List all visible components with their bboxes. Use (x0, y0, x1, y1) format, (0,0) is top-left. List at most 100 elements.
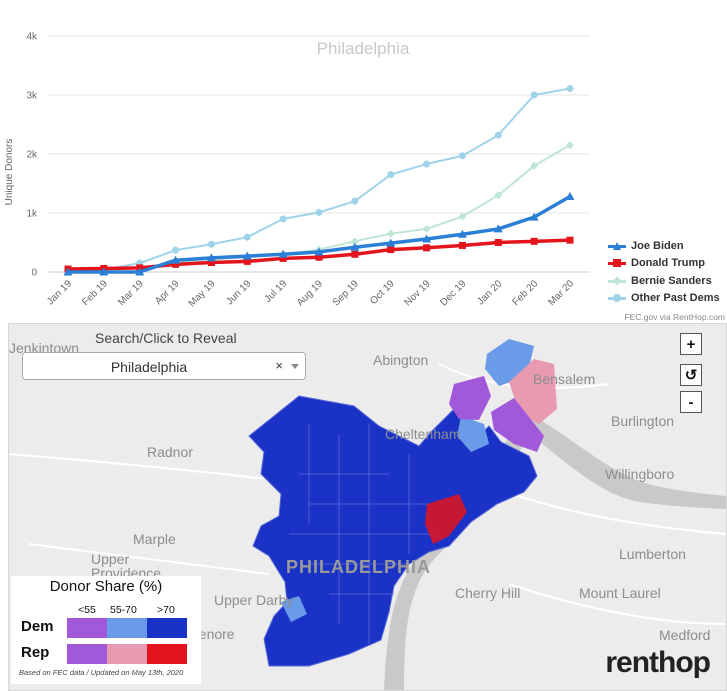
data-point (387, 171, 395, 179)
place-label: Radnor (147, 444, 193, 460)
key-col-label: <55 (78, 604, 96, 616)
x-tick-label: May 19 (187, 278, 218, 309)
tract-purple[interactable] (449, 376, 491, 420)
data-point (243, 233, 251, 241)
swatch-dem-low (67, 618, 107, 638)
place-label: Willingboro (605, 466, 675, 482)
data-point (529, 212, 539, 221)
donor-map[interactable]: Jenkintown Abington Bensalem Burlington … (8, 323, 727, 691)
data-point (350, 242, 360, 251)
x-tick-label: Jul 19 (263, 278, 290, 305)
place-label: Lenore (191, 626, 235, 642)
data-point (243, 257, 251, 265)
legend-marker (613, 294, 621, 303)
legend-item[interactable]: Bernie Sanders (608, 272, 720, 290)
x-tick-label: Aug 19 (295, 278, 325, 308)
y-tick-label: 4k (26, 32, 38, 43)
data-point (422, 224, 431, 233)
place-label: Bensalem (533, 371, 596, 387)
data-point (99, 267, 109, 276)
data-point (457, 229, 467, 238)
data-point (63, 267, 73, 276)
city-search-select[interactable]: Philadelphia × (22, 352, 306, 380)
key-col-label: >70 (157, 604, 175, 616)
legend-item[interactable]: Joe Biden (608, 237, 720, 255)
zoom-out-button[interactable]: - (680, 391, 702, 413)
key-col-label: 55-70 (110, 604, 137, 616)
y-tick-label: 3k (26, 91, 38, 102)
zoom-in-button[interactable]: + (680, 333, 702, 355)
map-layer[interactable] (9, 324, 726, 690)
data-point (530, 91, 538, 99)
tract-light-blue[interactable] (457, 416, 489, 452)
data-point (458, 241, 466, 249)
legend-item[interactable]: Other Past Dems (608, 290, 720, 308)
legend-label: Other Past Dems (631, 292, 720, 305)
place-label: Burlington (611, 413, 675, 429)
tract-purple[interactable] (491, 398, 544, 452)
chart-legend: Joe Biden Donald Trump Bernie Sanders Other… (608, 237, 720, 307)
place-label: Lumberton (619, 546, 686, 562)
legend-label: Donald Trump (631, 257, 705, 270)
renthop-logo: renthop (605, 646, 711, 679)
y-tick-label: 0 (31, 268, 37, 279)
data-point (493, 224, 503, 233)
place-label: Upper Darby (214, 592, 294, 608)
x-tick-label: Jan 20 (475, 278, 504, 307)
tract-light-blue[interactable] (281, 596, 307, 622)
chart-title: Philadelphia (317, 39, 410, 58)
swatch-rep-low (67, 644, 107, 664)
data-point (566, 141, 574, 150)
data-point (458, 152, 466, 160)
reset-view-button[interactable]: ↺ (680, 364, 702, 386)
data-point (350, 237, 359, 246)
data-point (387, 246, 395, 254)
legend-label: Joe Biden (631, 239, 684, 252)
road (9, 363, 726, 625)
legend-item[interactable]: Donald Trump (608, 255, 720, 273)
search-label: Search/Click to Reveal (95, 330, 237, 346)
data-point (207, 240, 215, 248)
chevron-down-icon[interactable] (291, 364, 299, 369)
data-point (494, 191, 503, 200)
delaware-river (384, 414, 726, 690)
y-tick-label: 2k (26, 150, 38, 161)
x-tick-label: Feb 20 (510, 278, 540, 308)
x-tick-label: Jan 19 (45, 278, 74, 307)
legend-marker (612, 276, 622, 286)
swatch-rep-mid (107, 644, 147, 664)
key-row-label: Dem (21, 618, 54, 635)
swatch-dem-mid (107, 618, 147, 638)
data-point (566, 236, 574, 244)
data-point (279, 215, 287, 223)
legend-symbol (608, 276, 626, 286)
data-point (530, 237, 538, 245)
data-point (278, 249, 288, 258)
data-point (172, 246, 180, 254)
data-point (351, 250, 359, 258)
data-point (422, 234, 432, 243)
data-point (315, 253, 323, 261)
place-label: Medford (659, 627, 711, 643)
data-point (242, 251, 252, 260)
data-point (423, 244, 431, 252)
swatch-rep-high (147, 644, 187, 664)
chart-credit[interactable]: FEC.gov via RentHop.com (624, 312, 725, 322)
place-label: Abington (373, 352, 429, 368)
place-label: Marple (133, 531, 176, 547)
y-tick-label: 1k (26, 209, 38, 220)
data-point (530, 161, 539, 170)
data-point (135, 267, 145, 276)
data-point (172, 260, 180, 268)
legend-marker (613, 259, 621, 268)
legend-label: Bernie Sanders (631, 274, 712, 287)
data-point (171, 255, 181, 264)
data-point (565, 191, 575, 200)
data-point (494, 131, 502, 139)
district-lines (289, 424, 439, 644)
x-tick-label: Feb 19 (80, 278, 110, 308)
clear-icon[interactable]: × (275, 358, 283, 373)
tract-red[interactable] (425, 494, 467, 544)
swatch-dem-high (147, 618, 187, 638)
